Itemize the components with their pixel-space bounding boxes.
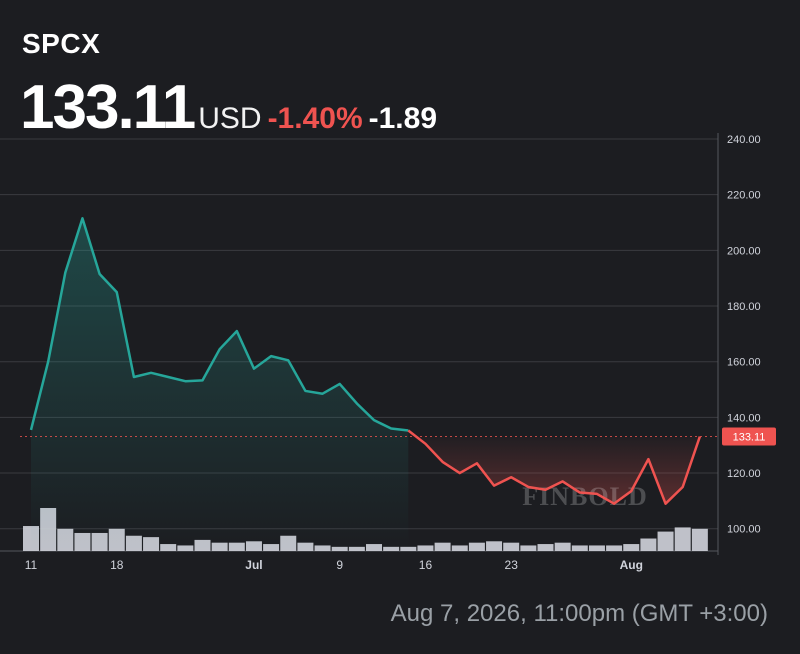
volume-bar [623, 544, 640, 551]
volume-bar [554, 542, 571, 551]
x-tick-label: Jul [245, 558, 262, 572]
x-tick-label: 18 [110, 558, 124, 572]
x-tick-label: 11 [25, 558, 38, 572]
price-tag-box [722, 427, 776, 446]
price-row: 133.11 USD -1.40% -1.89 [20, 72, 437, 143]
chart-timestamp: Aug 7, 2026, 11:00pm (GMT +3:00) [390, 600, 768, 627]
volume-bar [417, 545, 434, 551]
y-tick-label: 220.00 [727, 190, 761, 202]
volume-bar [691, 528, 708, 551]
y-tick-label: 100.00 [727, 524, 761, 536]
y-tick-label: 200.00 [727, 245, 761, 257]
volume-bar [451, 545, 468, 551]
down-area-fill [408, 430, 700, 504]
current-price: 133.11 [20, 73, 196, 142]
up-area-fill [31, 218, 409, 552]
volume-bar [674, 527, 691, 551]
change-percent: -1.40% [267, 102, 363, 135]
x-tick-label: 16 [419, 558, 433, 572]
price-line-down [407, 429, 702, 505]
volume-bar [486, 541, 503, 551]
volume-bar [571, 545, 588, 551]
currency-label: USD [198, 102, 262, 135]
volume-bar [657, 531, 674, 551]
y-tick-label: 160.00 [727, 357, 761, 369]
x-tick-label: Aug [620, 558, 643, 572]
volume-bar [537, 544, 554, 551]
x-tick-label: 9 [336, 558, 343, 572]
ticker-symbol: SPCX [22, 28, 101, 59]
price-tag-label: 133.11 [733, 432, 766, 444]
volume-bar [640, 538, 657, 551]
change-absolute: -1.89 [368, 102, 438, 135]
y-tick-label: 140.00 [727, 412, 761, 424]
x-tick-label: 23 [505, 558, 519, 572]
volume-bar [520, 545, 537, 551]
y-tick-label: 240.00 [727, 134, 761, 146]
y-tick-label: 180.00 [727, 301, 761, 313]
volume-bar [588, 545, 605, 551]
volume-bar [503, 542, 520, 551]
finbold-watermark: FINBOLD [522, 482, 647, 511]
volume-bar [606, 545, 623, 551]
y-tick-label: 120.00 [727, 468, 761, 480]
volume-bar [434, 542, 451, 551]
price-line-up [29, 217, 409, 432]
volume-bar [468, 542, 485, 551]
